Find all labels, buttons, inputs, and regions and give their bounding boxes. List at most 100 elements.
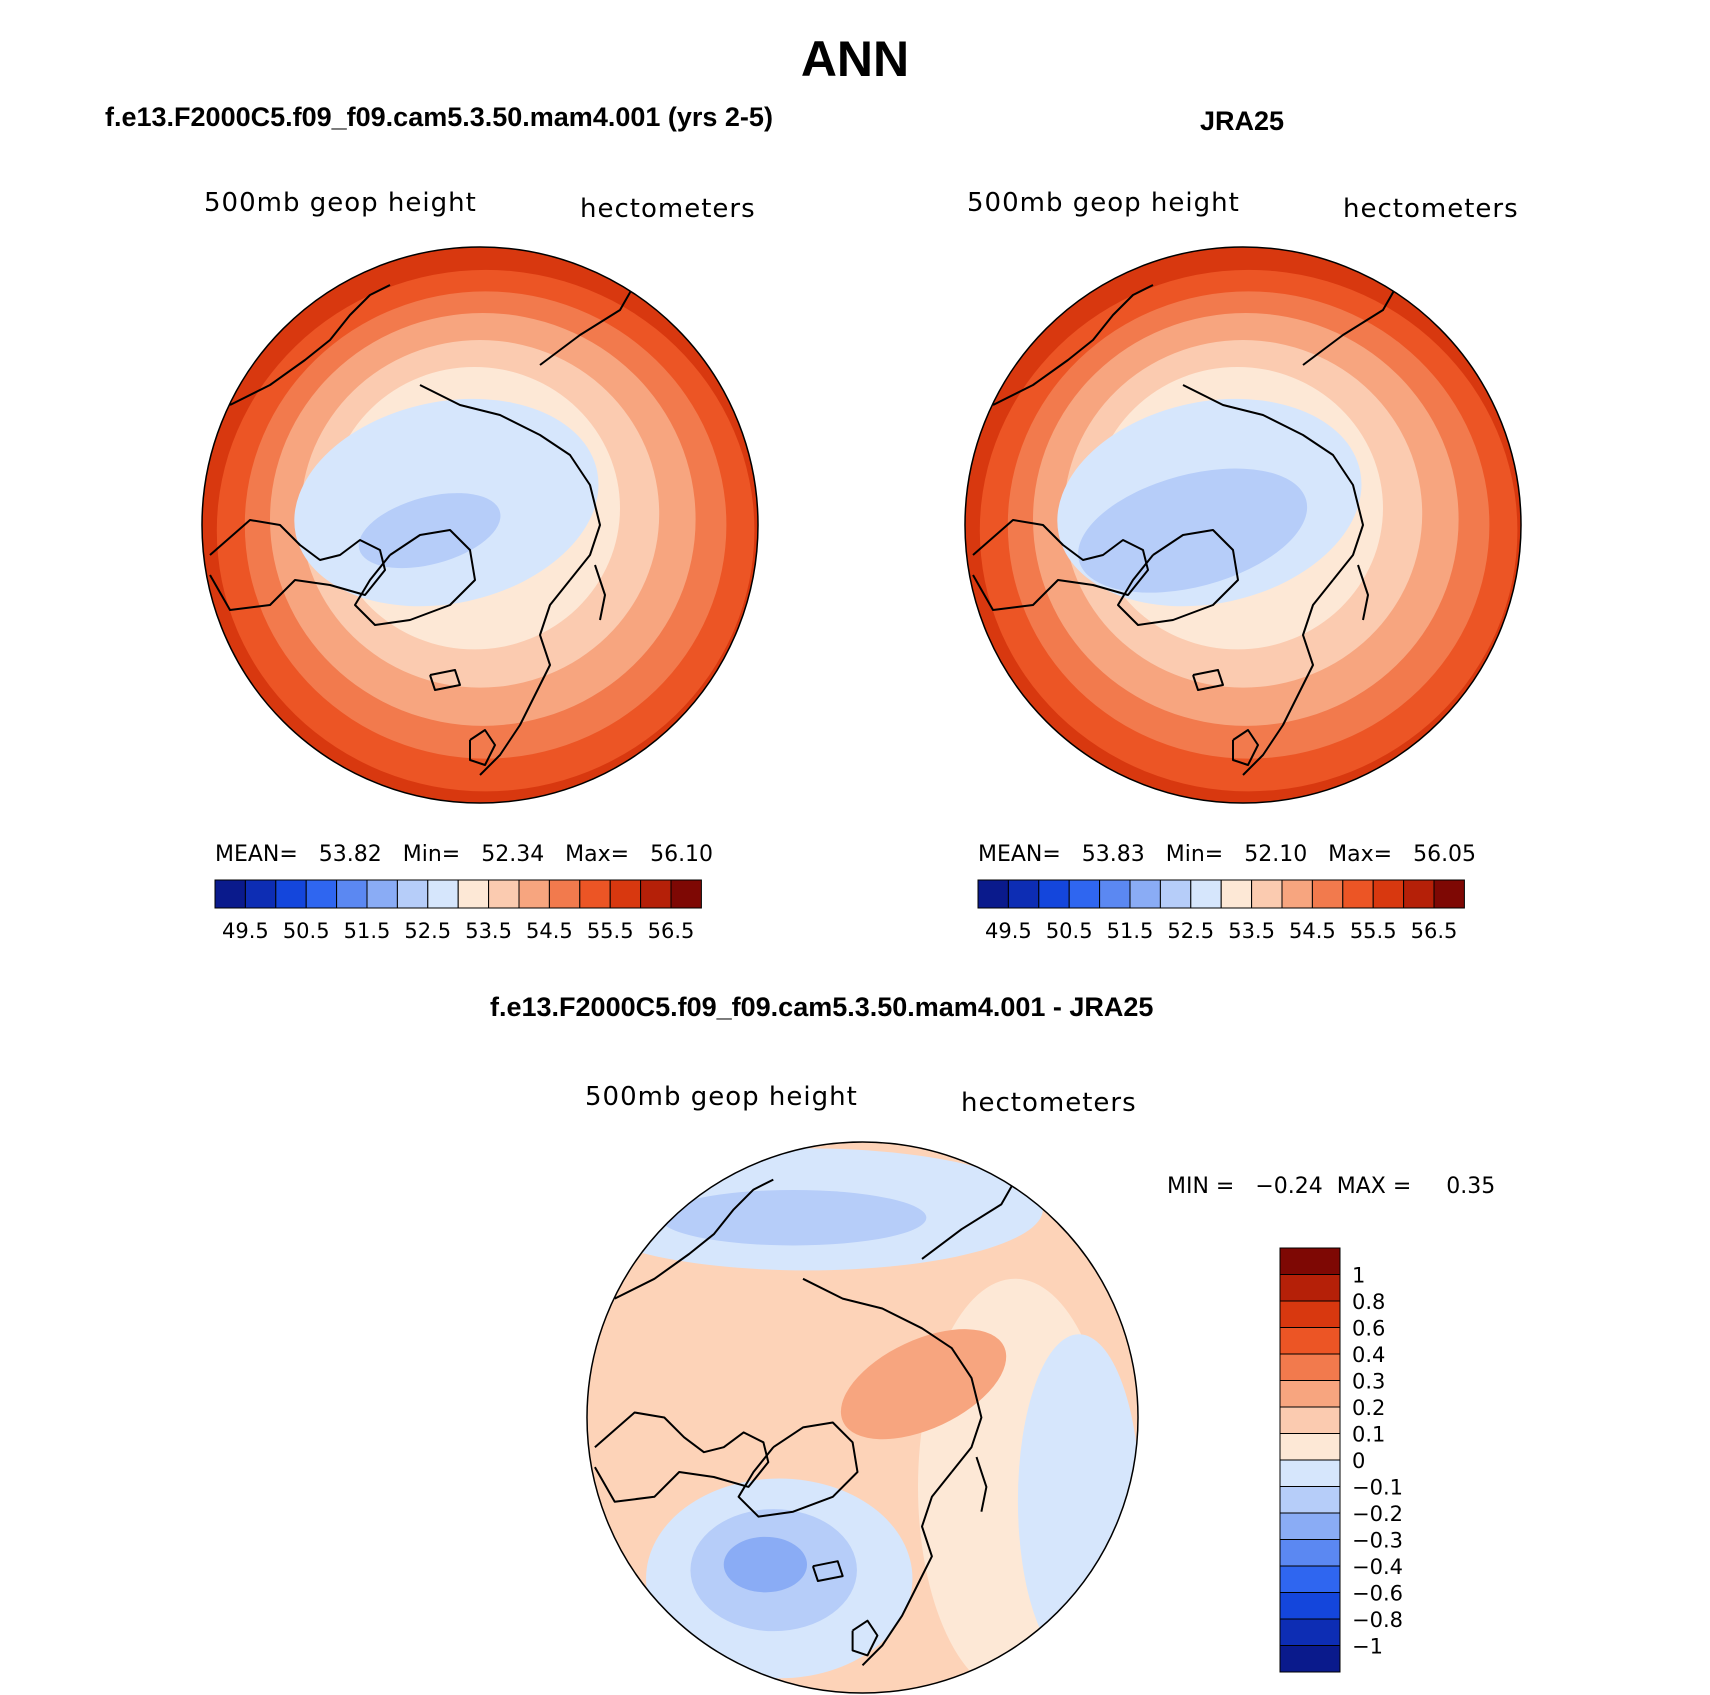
diff-colorbar: 10.8 0.60.4 0.30.2 0.10 −0.1−0.2 −0.3−0.4 −0.6… — [1279, 1247, 1403, 1673]
model-variable-label: 500mb geop height — [204, 188, 477, 218]
colorbar-swatch — [1433, 879, 1465, 909]
colorbar-swatch — [1220, 879, 1253, 909]
colorbar-swatch — [1279, 1618, 1341, 1646]
colorbar-swatch — [1279, 1459, 1341, 1487]
colorbar-swatch — [579, 879, 611, 909]
colorbar-swatch — [396, 879, 429, 909]
colorbar-swatch — [1279, 1512, 1341, 1540]
colorbar-swatch — [336, 879, 368, 909]
diff-minmax: MIN = −0.24 MAX = 0.35 — [1167, 1174, 1496, 1199]
coastline — [1302, 274, 1404, 366]
colorbar-tick-label: 49.5 — [985, 919, 1032, 943]
model-colorbar: 49.5 50.5 51.5 52.5 53.5 54.5 55.5 56.5 — [214, 879, 702, 943]
diff-variable-label: 500mb geop height — [585, 1082, 858, 1112]
colorbar-swatch — [1279, 1539, 1341, 1567]
obs-panel-title: JRA25 — [1200, 106, 1285, 136]
coastline — [419, 384, 601, 581]
colorbar-tick-label: 50.5 — [283, 919, 330, 943]
colorbar-swatch — [1311, 879, 1344, 909]
colorbar-tick-label: 0.4 — [1352, 1343, 1385, 1367]
coastline — [1357, 564, 1369, 621]
colorbar-tick-label: −1 — [1352, 1635, 1383, 1659]
coastline — [811, 1560, 844, 1582]
colorbar-swatch — [1279, 1247, 1341, 1275]
coastline — [614, 1178, 774, 1300]
colorbar-swatch — [244, 879, 277, 909]
colorbar-swatch — [1281, 879, 1313, 909]
colorbar-swatch — [1279, 1300, 1341, 1328]
colorbar-swatch — [1279, 1353, 1341, 1381]
coastline — [802, 1277, 983, 1473]
colorbar-swatch — [275, 879, 307, 909]
coastline — [1192, 669, 1224, 691]
model-map — [201, 246, 759, 804]
obs-variable-label: 500mb geop height — [967, 188, 1240, 218]
diff-panel-title: f.e13.F2000C5.f09_f09.cam5.3.50.mam4.001… — [490, 992, 1154, 1022]
contour-fill — [202, 247, 758, 803]
colorbar-swatch — [457, 879, 490, 909]
coastline — [229, 284, 391, 406]
coastline — [737, 1421, 859, 1518]
coastline — [921, 1169, 1022, 1260]
colorbar-tick-label: −0.8 — [1352, 1608, 1403, 1632]
colorbar-tick-label: 0.6 — [1352, 1317, 1385, 1341]
colorbar-swatch — [1099, 879, 1131, 909]
obs-stats: MEAN= 53.83 Min= 52.10 Max= 56.05 — [978, 842, 1477, 867]
coastline — [861, 1471, 953, 1667]
coastline — [354, 529, 476, 626]
colorbar-swatch — [609, 879, 642, 909]
colorbar-tick-label: 52.5 — [404, 919, 451, 943]
coastline — [851, 1619, 879, 1657]
colorbar-swatch — [1342, 879, 1374, 909]
colorbar-swatch — [427, 879, 459, 909]
contour-band — [1078, 468, 1308, 593]
coastline — [469, 729, 496, 766]
colorbar-tick-label: 55.5 — [587, 919, 634, 943]
colorbar-swatch — [305, 879, 338, 909]
contour-fill — [965, 247, 1521, 803]
colorbar-swatch — [518, 879, 550, 909]
colorbar-tick-label: −0.3 — [1352, 1529, 1403, 1553]
colorbar-swatch — [640, 879, 672, 909]
colorbar-tick-label: 53.5 — [1228, 919, 1275, 943]
colorbar-tick-label: 54.5 — [526, 919, 573, 943]
contour-band — [358, 493, 501, 569]
colorbar-swatch — [488, 879, 520, 909]
colorbar-swatch — [1279, 1433, 1341, 1461]
colorbar-swatch — [1372, 879, 1405, 909]
coastline — [975, 1456, 988, 1512]
colorbar-tick-label: 56.5 — [648, 919, 695, 943]
colorbar-tick-label: −0.4 — [1352, 1555, 1403, 1579]
colorbar-tick-label: −0.2 — [1352, 1502, 1403, 1526]
colorbar-swatch — [1279, 1274, 1341, 1302]
coastline — [539, 274, 641, 366]
colorbar-tick-label: 55.5 — [1350, 919, 1397, 943]
colorbar-swatch — [1279, 1380, 1341, 1408]
contour-band — [723, 1536, 807, 1593]
colorbar-swatch — [366, 879, 398, 909]
colorbar-swatch — [1279, 1645, 1341, 1673]
colorbar-tick-label: 51.5 — [1107, 919, 1154, 943]
colorbar-swatch — [1159, 879, 1192, 909]
colorbar-tick-label: −0.6 — [1352, 1582, 1403, 1606]
colorbar-tick-label: 56.5 — [1411, 919, 1458, 943]
coastline — [479, 579, 571, 776]
contour-band — [659, 1189, 927, 1246]
coastline — [429, 669, 461, 691]
coastline — [594, 1411, 770, 1503]
colorbar-swatch — [1279, 1486, 1341, 1514]
colorbar-tick-label: −0.1 — [1352, 1476, 1403, 1500]
colorbar-tick-label: 0.8 — [1352, 1290, 1385, 1314]
colorbar-swatch — [1279, 1327, 1341, 1355]
colorbar-swatch — [1129, 879, 1161, 909]
coastline — [972, 519, 1149, 611]
model-units-label: hectometers — [580, 194, 756, 224]
model-stats: MEAN= 53.82 Min= 52.34 Max= 56.10 — [215, 842, 714, 867]
contour-fill — [587, 1142, 1138, 1693]
obs-units-label: hectometers — [1343, 194, 1519, 224]
coastline — [1117, 529, 1239, 626]
colorbar-swatch — [1007, 879, 1040, 909]
colorbar-swatch — [1279, 1406, 1341, 1434]
colorbar-swatch — [977, 879, 1009, 909]
colorbar-tick-label: 51.5 — [344, 919, 391, 943]
